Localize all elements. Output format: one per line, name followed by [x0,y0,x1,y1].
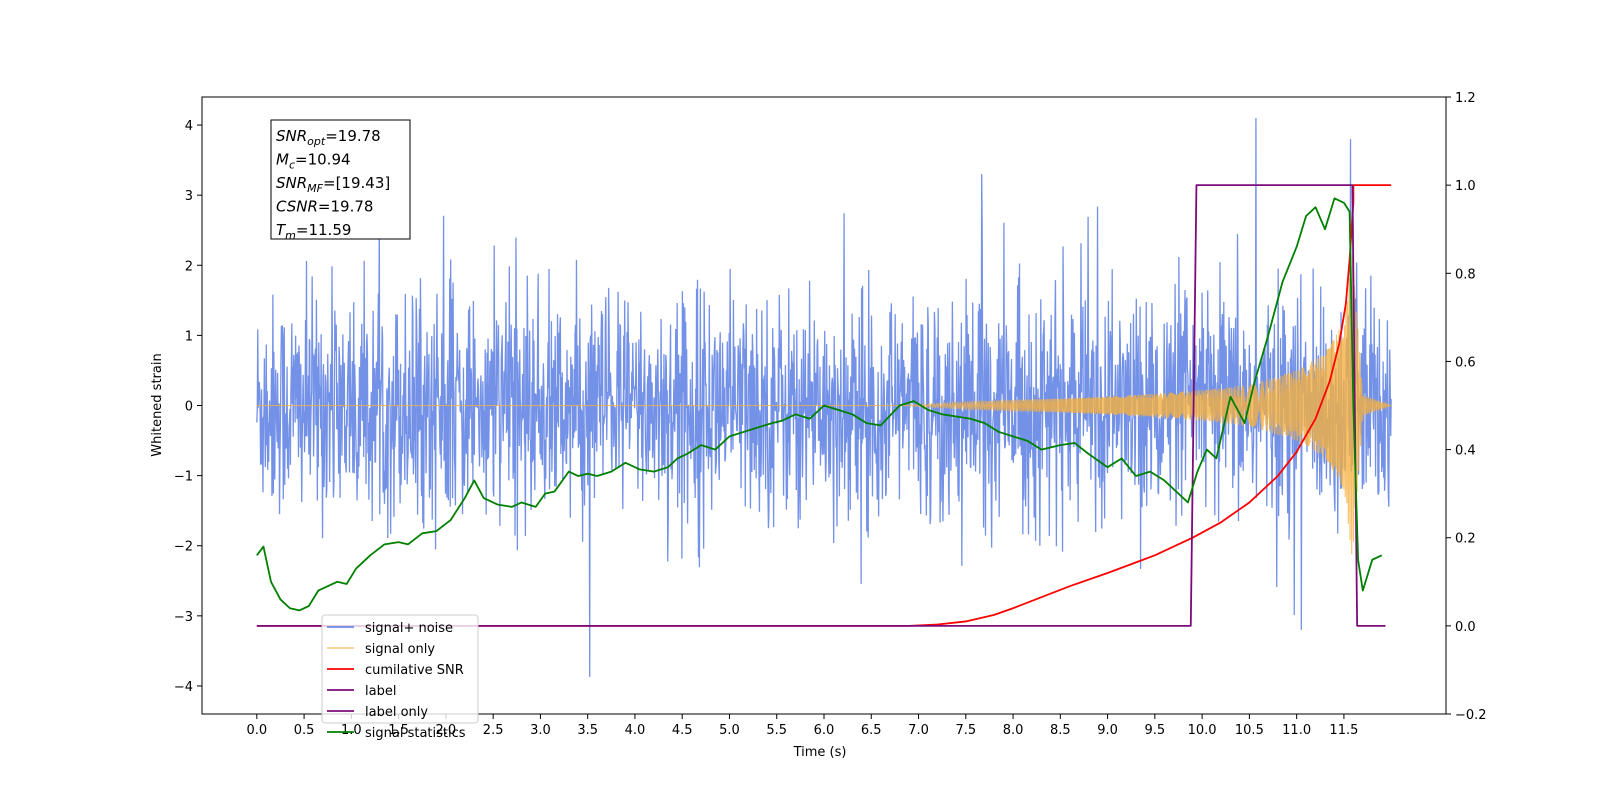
y-right-tick-label: −0.2 [1455,708,1487,723]
annotation-variable: M [276,151,289,169]
x-tick-label: 9.5 [1145,723,1166,738]
x-tick-label: 2.0 [436,723,457,738]
annotation-value: =11.59 [296,221,352,239]
annotation-value: =10.94 [295,151,351,169]
annotation-variable: SNR [276,127,307,145]
annotation-value: =19.78 [325,127,381,145]
x-tick-label: 5.5 [766,723,787,738]
y-right-tick-label: 1.0 [1455,179,1476,194]
annotation-variable: SNR [276,174,307,192]
x-tick-label: 4.0 [625,723,646,738]
x-tick-label: 11.0 [1282,723,1311,738]
y-right-tick-label: 0.2 [1455,532,1476,547]
y-tick-label: 4 [185,119,193,134]
annotation-frame [270,119,411,240]
legend-frame [321,614,479,724]
x-tick-label: 5.0 [719,723,740,738]
annotation-subscript: opt [307,135,326,148]
annotation-line: SNRopt=19.78 [276,127,381,148]
x-tick-label: 8.5 [1050,723,1071,738]
y-tick-label: −4 [174,680,193,695]
label-line [256,184,1386,627]
y-right-tick-label: 0.8 [1455,267,1476,282]
x-tick-label: 0.0 [246,723,267,738]
y-tick-label: 0 [185,400,193,415]
legend-label: signal+ noise [365,621,453,636]
annotation-line: CSNR=19.78 [276,198,373,216]
y-right-tick-label: 0.4 [1455,444,1476,459]
x-axis-label: Time (s) [793,745,847,760]
x-tick-label: 10.0 [1188,723,1217,738]
annotation-subscript: c [289,159,295,172]
x-tick-label: 7.0 [908,723,929,738]
legend-label: cumilative SNR [365,663,464,678]
snr-annotation-box: SNRopt=19.78Mc=10.94SNRMF=[19.43]CSNR=19… [270,119,411,242]
y-tick-label: −2 [174,540,193,555]
x-tick-label: 2.5 [483,723,504,738]
x-tick-label: 6.0 [814,723,835,738]
legend-label: label [365,684,396,699]
signal-noise-line [256,118,1392,677]
x-tick-label: 8.0 [1003,723,1024,738]
y-tick-label: 2 [185,259,193,274]
annotation-subscript: MF [307,182,323,195]
annotation-value: =[19.43] [323,174,390,192]
y-tick-label: 3 [185,189,193,204]
cumulative-snr-line [256,184,1392,627]
x-tick-label: 7.5 [955,723,976,738]
legend-label: signal statistics [365,726,466,741]
x-tick-label: 1.5 [388,723,409,738]
annotation-line: Mc=10.94 [276,151,351,172]
annotation-line: Tm=11.59 [276,221,351,242]
x-tick-label: 11.5 [1329,723,1358,738]
legend-label: signal only [365,642,435,657]
x-tick-label: 3.0 [530,723,551,738]
x-tick-label: 1.0 [341,723,362,738]
x-tick-label: 0.5 [294,723,315,738]
annotation-line: SNRMF=[19.43] [276,174,390,195]
y-right-tick-label: 1.2 [1455,91,1476,106]
x-tick-label: 4.5 [672,723,693,738]
annotation-variable: CSNR [276,198,318,216]
annotation-subscript: m [285,229,296,242]
x-tick-label: 9.0 [1097,723,1118,738]
legend: signal+ noise signal only cumilative SNR la… [321,614,479,741]
y-right-tick-label: 0.0 [1455,620,1476,635]
signal-statistics-line [256,197,1383,612]
y-right-tick-label: 0.6 [1455,355,1476,370]
annotation-variable: T [276,221,287,239]
y-axis-label: Whitened strain [150,353,165,456]
x-tick-label: 10.5 [1235,723,1264,738]
y-tick-label: −1 [174,470,193,485]
y-tick-label: 1 [185,329,193,344]
x-tick-label: 3.5 [577,723,598,738]
legend-label: label only [365,705,428,720]
y-tick-label: −3 [174,610,193,625]
annotation-value: =19.78 [318,198,374,216]
x-tick-label: 6.5 [861,723,882,738]
